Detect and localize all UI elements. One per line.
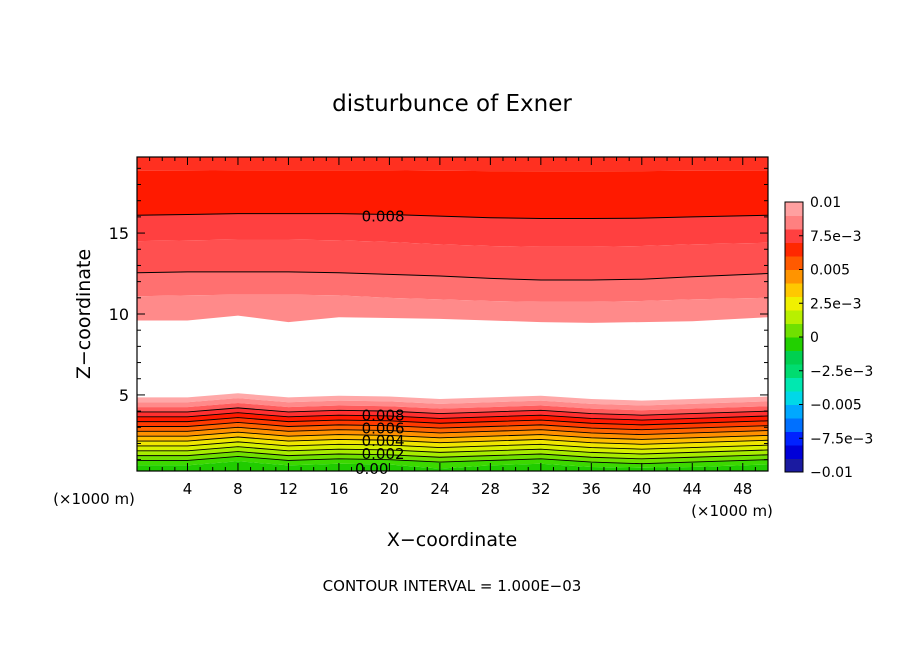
contour-line: [137, 417, 769, 426]
x-tick-label: 32: [531, 480, 550, 498]
upper-band-0: [137, 157, 768, 172]
x-tick-label: 20: [380, 480, 399, 498]
colorbar-swatch: [785, 377, 803, 392]
contour-line: [137, 421, 769, 431]
contour-line: [137, 451, 769, 460]
contour-label: 0.008: [362, 207, 405, 225]
x-tick-label: 4: [183, 480, 193, 498]
y-tick-label: 15: [109, 224, 129, 243]
colorbar-swatch: [785, 229, 803, 243]
colorbar-tick-label: −0.01: [810, 465, 853, 481]
contour-line: [136, 213, 769, 220]
x-tick-label: 28: [481, 480, 500, 498]
colorbar-tick-label: 2.5e−3: [810, 296, 862, 312]
colorbar-swatch: [785, 323, 803, 338]
colorbar-swatch: [785, 458, 803, 473]
contour-label: 0.008: [362, 406, 405, 424]
contour-line: [137, 407, 769, 416]
colorbar-swatch: [785, 350, 803, 365]
y-tick-label: 10: [109, 305, 129, 324]
colorbar-tick-label: 0.01: [810, 195, 841, 211]
x-tick-label: 40: [632, 480, 651, 498]
contour-label: 0.006: [362, 419, 405, 437]
lower-band-8: [137, 432, 768, 445]
colorbar-swatch: [785, 310, 803, 324]
colorbar-swatch: [785, 256, 803, 270]
colorbar-swatch: [785, 269, 803, 284]
lower-band-9: [137, 437, 768, 450]
colorbar-tick-label: −7.5e−3: [810, 431, 873, 447]
lower-band-3: [137, 407, 768, 421]
colorbar-swatch: [785, 364, 803, 378]
y-unit-label: (×1000 m): [53, 490, 135, 508]
contour-label: 0.002: [362, 445, 405, 463]
colorbar-swatch: [785, 215, 803, 230]
contour-label: 0.00: [355, 460, 388, 478]
contour-line: [136, 271, 769, 281]
x-unit-label: (×1000 m): [691, 502, 773, 520]
colorbar-tick-label: 0.005: [810, 263, 850, 279]
contour-line: [137, 446, 769, 455]
colorbar-swatch: [785, 296, 803, 311]
contour-line: [137, 441, 769, 450]
x-tick-label: 8: [233, 480, 243, 498]
x-tick-label: 44: [683, 480, 702, 498]
lower-band-0: [137, 393, 768, 406]
x-tick-label: 24: [430, 480, 449, 498]
upper-band-1: [137, 170, 768, 219]
y-axis: 5 10 15: [109, 167, 768, 461]
colorbar-swatch: [785, 242, 803, 257]
contour-line: [137, 412, 769, 421]
colorbar-swatch: [785, 391, 803, 405]
upper-band-5: [137, 294, 768, 323]
x-tick-label: 12: [279, 480, 298, 498]
lower-band-1: [137, 398, 768, 411]
upper-band-2: [137, 213, 768, 247]
x-axis-title: X−coordinate: [387, 529, 517, 551]
colorbar: 0.01 7.5e−3 0.005 2.5e−3 0 −2.5e−3 −0.005 −7.5e…: [784, 195, 873, 481]
lower-band-6: [137, 422, 768, 435]
lower-band-2: [137, 403, 768, 416]
lower-band-10: [137, 441, 768, 455]
x-tick-label: 36: [582, 480, 601, 498]
lower-band-7: [137, 427, 768, 440]
contour-line: [137, 431, 769, 440]
colorbar-swatch: [785, 418, 803, 432]
lower-band-4: [137, 412, 768, 425]
x-axis: 4 8 12 16 20 24 28 32 36 40 44 48: [149, 157, 756, 498]
upper-band-4: [137, 271, 768, 302]
upper-band-3: [137, 239, 768, 281]
colorbar-tick-label: 7.5e−3: [810, 229, 862, 245]
lower-band-11: [137, 446, 768, 459]
lower-band-12: [137, 451, 768, 464]
colorbar-swatch: [785, 431, 803, 446]
y-tick-label: 5: [119, 386, 129, 405]
colorbar-swatch: [785, 283, 803, 297]
colorbar-tick-label: 0: [810, 330, 819, 346]
lower-band-5: [137, 417, 768, 430]
chart-title: disturbunce of Exner: [332, 91, 572, 117]
contour-interval-note: CONTOUR INTERVAL = 1.000E−03: [323, 577, 582, 595]
y-axis-title: Z−coordinate: [73, 249, 95, 379]
colorbar-tick-label: −0.005: [810, 398, 862, 414]
colorbar-swatch: [785, 445, 803, 459]
contour-label: 0.004: [362, 432, 405, 450]
colorbar-tick-label: −2.5e−3: [810, 364, 873, 380]
colorbar-swatch: [785, 404, 803, 419]
contour-line: [137, 426, 769, 436]
colorbar-swatch: [785, 202, 803, 216]
lower-band-14: [137, 461, 768, 471]
contour-line: [137, 436, 769, 445]
colorbar-swatch: [785, 337, 803, 351]
lower-band-13: [137, 456, 768, 469]
x-tick-label: 16: [329, 480, 348, 498]
x-tick-label: 48: [733, 480, 752, 498]
